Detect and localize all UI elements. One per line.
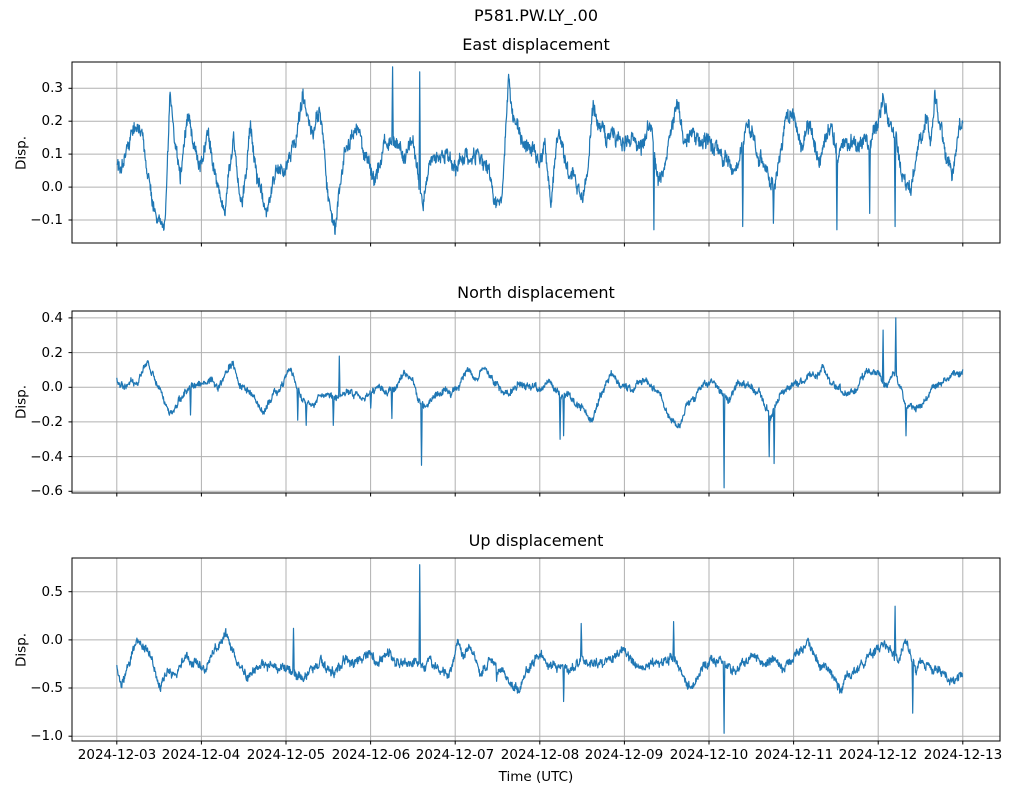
subplot-north (68, 310, 1001, 497)
ytick-label: −0.6 (30, 483, 63, 499)
subplot-east-title: East displacement (462, 35, 610, 54)
ytick-label: −0.5 (30, 680, 63, 696)
ytick-label: 0.2 (41, 113, 63, 129)
tick-marks (68, 317, 964, 497)
series-line (116, 317, 964, 489)
ytick-label: 0.5 (41, 584, 63, 600)
tick-marks (68, 591, 964, 745)
xtick-label: 2024-12-12 (838, 747, 918, 763)
subplot-up-title: Up displacement (468, 531, 604, 550)
ytick-label: 0.1 (41, 146, 63, 162)
axes-frame (71, 557, 1001, 742)
subplot-east (68, 61, 1001, 247)
ytick-label: −0.4 (30, 449, 63, 465)
ytick-label: −0.2 (30, 414, 63, 430)
xtick-label: 2024-12-09 (584, 747, 664, 763)
figure-title: P581.PW.LY_.00 (474, 6, 598, 25)
series-line (116, 564, 964, 734)
xtick-label: 2024-12-13 (923, 747, 1003, 763)
axes-frame (71, 310, 1001, 494)
x-axis-label: Time (UTC) (498, 769, 574, 785)
ytick-label: 0.2 (41, 345, 63, 361)
xtick-label: 2024-12-11 (754, 747, 834, 763)
ytick-label: 0.4 (41, 310, 63, 326)
series-line (116, 66, 964, 235)
axes-frame (71, 61, 1001, 244)
xtick-label: 2024-12-03 (77, 747, 157, 763)
ytick-label: 0.3 (41, 80, 63, 96)
ytick-label: 0.0 (41, 179, 63, 195)
subplot-up (68, 557, 1001, 745)
grid (72, 311, 1000, 493)
ytick-label: 0.0 (41, 632, 63, 648)
xtick-label: 2024-12-08 (500, 747, 580, 763)
xtick-label: 2024-12-05 (246, 747, 326, 763)
xtick-label: 2024-12-07 (415, 747, 495, 763)
subplot-north-title: North displacement (457, 283, 615, 302)
grid (72, 558, 1000, 741)
ytick-label: 0.0 (41, 379, 63, 395)
tick-marks (68, 87, 964, 247)
xtick-label: 2024-12-10 (669, 747, 749, 763)
ytick-label: −1.0 (30, 728, 63, 744)
xtick-label: 2024-12-04 (161, 747, 241, 763)
xtick-label: 2024-12-06 (331, 747, 411, 763)
ytick-label: −0.1 (30, 212, 63, 228)
